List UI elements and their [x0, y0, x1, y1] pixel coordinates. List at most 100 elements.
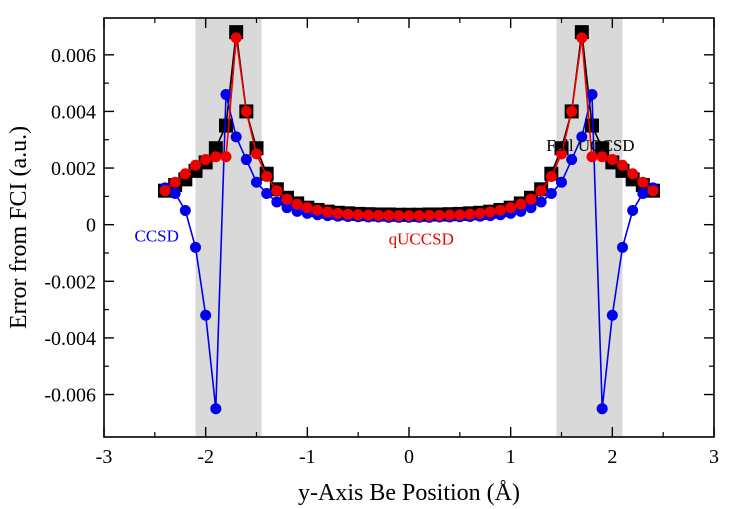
data-point — [617, 159, 628, 171]
data-point — [322, 206, 334, 218]
x-tick-label: -2 — [197, 446, 214, 468]
data-point — [556, 176, 567, 188]
data-point — [179, 205, 191, 217]
y-tick-label: -0.002 — [44, 271, 96, 293]
data-point — [596, 151, 608, 163]
data-point — [556, 148, 567, 160]
data-point — [586, 88, 598, 100]
x-tick-label: 3 — [709, 446, 719, 468]
data-point — [566, 154, 578, 166]
data-point — [230, 131, 242, 143]
data-point — [210, 151, 222, 163]
series-label-quccsd: qUCCSD — [389, 229, 454, 248]
data-point — [291, 198, 303, 210]
data-point — [606, 154, 618, 166]
data-point — [647, 185, 659, 197]
series-label-full-uccsd: Full UCCSD — [546, 136, 634, 155]
x-axis-title: y-Axis Be Position (Å) — [298, 480, 520, 506]
data-point — [220, 151, 232, 163]
data-point — [617, 241, 628, 253]
x-tick-label: 2 — [607, 446, 617, 468]
data-point — [434, 209, 445, 221]
data-point — [484, 206, 496, 218]
data-point — [220, 88, 232, 100]
data-point — [261, 171, 273, 183]
data-point — [535, 196, 547, 208]
series-labels: Full UCCSD CCSD qUCCSD — [135, 136, 635, 248]
data-point — [230, 32, 242, 44]
data-point — [566, 105, 578, 117]
data-point — [271, 185, 283, 197]
data-point — [362, 209, 374, 221]
data-point — [281, 202, 293, 214]
data-point — [200, 309, 212, 321]
y-tick-label: 0.006 — [51, 45, 96, 67]
data-point — [474, 207, 486, 219]
data-point — [190, 241, 201, 253]
data-point — [342, 208, 354, 220]
data-point — [383, 209, 395, 221]
data-point — [505, 202, 517, 214]
shaded-region-0 — [195, 18, 262, 437]
data-point — [210, 403, 222, 415]
data-point — [251, 176, 262, 188]
x-tick-label: -3 — [96, 446, 113, 468]
data-point — [240, 105, 252, 117]
data-point — [595, 141, 610, 156]
data-point — [312, 204, 323, 216]
data-point — [159, 185, 171, 197]
shaded-regions — [195, 18, 623, 437]
data-point — [637, 188, 649, 200]
y-tick-label: 0.004 — [51, 101, 96, 123]
data-point — [495, 204, 506, 216]
y-axis-title: Error from FCI (a.u.) — [6, 126, 32, 329]
data-point — [240, 154, 252, 166]
data-point — [332, 207, 344, 219]
data-point — [576, 32, 588, 44]
y-tick-label: 0.002 — [51, 158, 96, 180]
data-point — [606, 309, 618, 321]
data-point — [525, 193, 537, 205]
shaded-region-1 — [556, 18, 623, 437]
data-point — [261, 188, 273, 200]
y-tick-label: -0.004 — [44, 328, 96, 350]
data-point — [464, 208, 476, 220]
data-point — [535, 185, 547, 197]
data-point — [301, 202, 313, 214]
series-layer — [158, 25, 660, 415]
data-point — [596, 403, 608, 415]
data-point — [637, 176, 649, 188]
y-tick-label: 0 — [86, 215, 96, 237]
data-point — [413, 210, 425, 222]
data-point — [545, 171, 557, 183]
x-tick-label: 0 — [404, 446, 414, 468]
data-point — [423, 209, 435, 221]
x-tick-label: -1 — [299, 446, 316, 468]
series-label-ccsd: CCSD — [135, 227, 179, 246]
data-point — [169, 188, 181, 200]
data-point — [373, 209, 384, 221]
data-point — [627, 168, 639, 180]
data-point — [576, 131, 588, 143]
tick-layer: -3 -2 -1 0 1 2 3 -0.006 -0.004 -0.002 0 0.002 0.004 0… — [44, 18, 719, 468]
data-point — [271, 196, 283, 208]
data-point — [627, 205, 639, 217]
data-point — [545, 188, 557, 200]
data-point — [281, 193, 293, 205]
series-quccsd — [159, 32, 659, 222]
data-point — [444, 209, 456, 221]
x-tick-label: 1 — [506, 446, 516, 468]
data-point — [179, 168, 191, 180]
data-point — [219, 118, 233, 133]
data-point — [208, 141, 223, 156]
data-point — [586, 151, 598, 163]
data-point — [200, 154, 212, 166]
data-point — [393, 210, 405, 222]
y-tick-label: -0.006 — [44, 385, 96, 407]
data-point — [403, 210, 415, 222]
data-point — [352, 209, 364, 221]
data-point — [515, 198, 527, 210]
data-point — [525, 202, 537, 214]
data-point — [169, 176, 181, 188]
